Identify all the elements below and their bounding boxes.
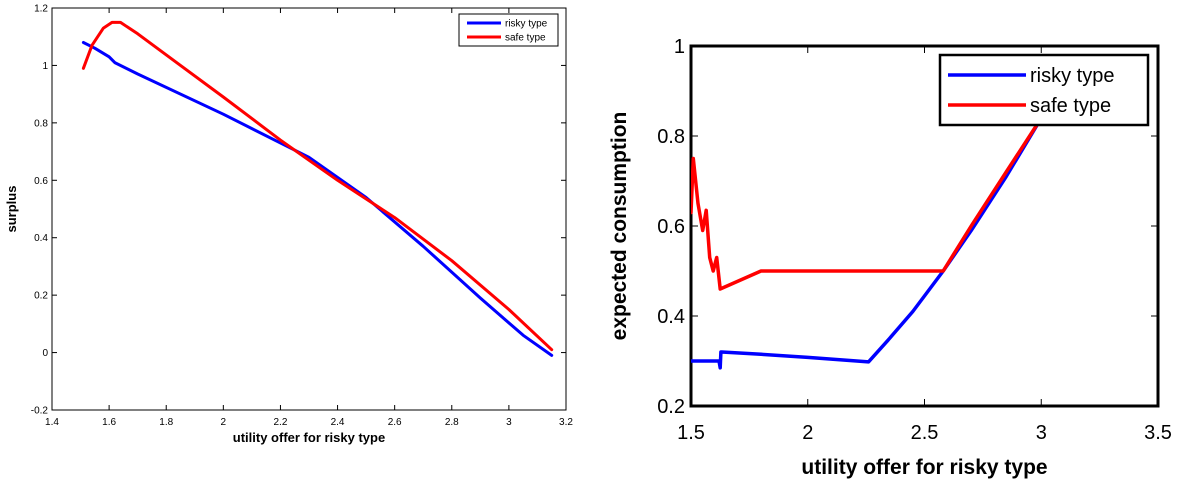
y-tick-label: 0.6 xyxy=(34,176,48,187)
chart-1: 1.4 1.6 1.8 2 2.2 2.4 2.6 2.8 3 3.2 -0.2 0 0.2 0.4 0.6… xyxy=(4,4,573,446)
legend-label: safe type xyxy=(505,33,546,44)
series-line-risky-type xyxy=(81,41,554,357)
y-tick-label: 0.2 xyxy=(34,291,48,302)
x-tick-label: 1.4 xyxy=(45,417,59,428)
x-tick-label: 1.5 xyxy=(677,422,705,444)
y-axis-label: expected consumption xyxy=(608,112,631,341)
y-tick-label: 0.8 xyxy=(657,126,685,148)
legend: risky type safe type xyxy=(938,53,1150,127)
y-tick-label: 1 xyxy=(42,61,48,72)
x-tick-label: 3 xyxy=(1036,422,1047,444)
y-tick-label: 0.6 xyxy=(657,216,685,238)
y-tick-label: 0.2 xyxy=(657,396,685,418)
x-tick-label: 2.6 xyxy=(388,417,402,428)
y-tick-label: 1.2 xyxy=(34,4,48,15)
y-tick-label: 0.4 xyxy=(657,306,685,328)
series-line-safe-type xyxy=(81,20,554,352)
y-axis-label: surplus xyxy=(4,186,19,233)
x-tick-label: 2 xyxy=(221,417,227,428)
series-line-risky-type xyxy=(691,80,1062,370)
x-tick-label: 3 xyxy=(506,417,512,428)
x-axis-label: utility offer for risky type xyxy=(801,456,1047,479)
legend-label: risky type xyxy=(505,19,548,30)
x-tick-label: 3.5 xyxy=(1144,422,1172,444)
legend-label: risky type xyxy=(1030,65,1114,87)
legend: risky type safe type xyxy=(458,13,559,47)
legend-box xyxy=(938,53,1150,127)
chart-2: 1.5 2 2.5 3 3.5 0.2 0.4 0.6 0.8 1 utility offer fo… xyxy=(608,36,1172,479)
y-tick-label: -0.2 xyxy=(31,406,49,417)
series-line-safe-type xyxy=(691,80,1062,291)
x-axis-label: utility offer for risky type xyxy=(233,430,385,445)
x-tick-label: 2.5 xyxy=(911,422,939,444)
x-tick-label: 1.8 xyxy=(159,417,173,428)
legend-box xyxy=(458,13,559,47)
x-tick-label: 3.2 xyxy=(559,417,573,428)
y-tick-label: 0 xyxy=(42,348,48,359)
legend-label: safe type xyxy=(1030,95,1111,117)
y-tick-label: 1 xyxy=(674,36,685,58)
x-tick-label: 2.4 xyxy=(331,417,345,428)
y-tick-label: 0.4 xyxy=(34,233,48,244)
x-tick-label: 2.2 xyxy=(273,417,287,428)
y-tick-label: 0.8 xyxy=(34,118,48,129)
x-tick-label: 2 xyxy=(802,422,813,444)
x-tick-label: 2.8 xyxy=(445,417,459,428)
x-tick-label: 1.6 xyxy=(102,417,116,428)
